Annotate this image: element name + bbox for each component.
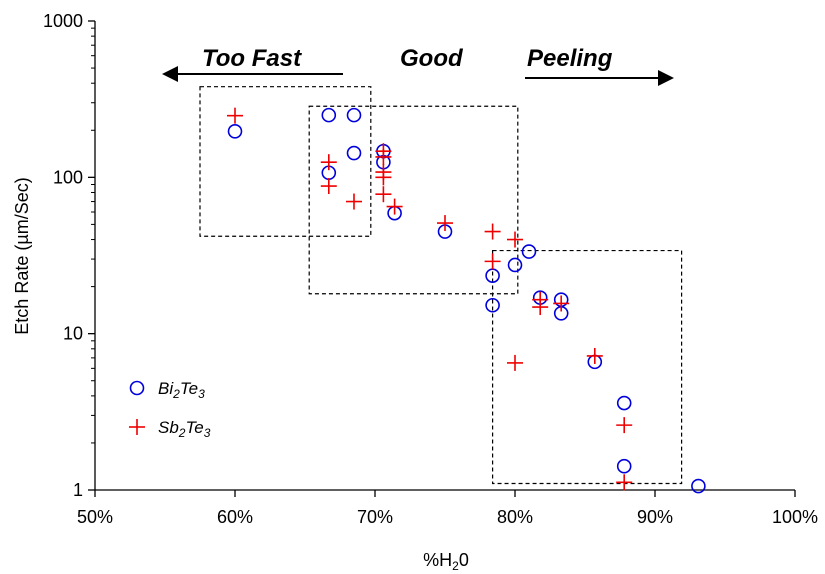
too-fast-label: Too Fast — [202, 45, 302, 72]
sb2te3-point — [437, 215, 453, 232]
sb2te3-point — [507, 231, 523, 248]
legend-sb2te3-label: Sb2Te3 — [158, 418, 211, 440]
sb2te3-point — [616, 474, 633, 491]
sb2te3-point — [507, 354, 523, 371]
sb2te3-point — [227, 107, 243, 124]
legend: Bi2Te3 Sb2Te3 — [129, 379, 211, 440]
legend-bi2te3-marker — [129, 380, 145, 396]
peeling-arrowhead-icon — [658, 70, 674, 86]
legend-bi2te3-label: Bi2Te3 — [158, 379, 205, 401]
good-label: Good — [400, 45, 464, 72]
y-tick-label: 1000 — [43, 11, 83, 31]
bi2te3-point — [691, 478, 706, 494]
x-tick-label: 60% — [217, 507, 253, 527]
sb2te3-point — [320, 154, 337, 171]
y-tick-label: 10 — [63, 324, 83, 344]
sb2te3-point — [375, 169, 392, 186]
bi2te3-point — [616, 458, 632, 474]
y-axis-title: Etch Rate (µm/Sec) — [12, 177, 32, 334]
sb2te3-point — [320, 178, 337, 195]
sb2te3-point — [586, 347, 603, 364]
x-axis-title: %H20 — [423, 550, 469, 573]
sb2te3-point — [375, 186, 392, 203]
sb2te3-point — [532, 299, 549, 316]
bi2te3-point — [321, 107, 337, 123]
sb2te3-point — [484, 253, 501, 270]
sb2te3-point — [346, 193, 362, 210]
peeling-label: Peeling — [527, 45, 613, 72]
y-tick-label: 1 — [73, 480, 83, 500]
axes: 50% 60% 70% 80% 90% 100% 1 10 100 1000 — [43, 11, 818, 527]
peeling-region — [492, 249, 683, 485]
sb2te3-point — [386, 198, 403, 215]
x-tick-label: 80% — [497, 507, 533, 527]
too-fast-arrowhead-icon — [162, 66, 178, 82]
bi2te3-point — [227, 123, 243, 139]
sb2te3-point — [484, 223, 501, 240]
bi2te3-point — [507, 257, 523, 273]
x-tick-label: 50% — [77, 507, 113, 527]
bi2te3-point — [616, 395, 632, 411]
sb2te3-point — [616, 417, 633, 434]
x-tick-label: 90% — [637, 507, 673, 527]
bi2te3-point — [346, 107, 362, 123]
too-fast-region — [199, 86, 372, 237]
data-points — [227, 107, 706, 494]
y-tick-label: 100 — [53, 167, 83, 187]
legend-sb2te3-marker — [129, 419, 145, 435]
x-tick-label: 70% — [357, 507, 393, 527]
region-boxes — [199, 86, 683, 485]
bi2te3-point — [485, 297, 500, 313]
x-tick-label: 100% — [772, 507, 818, 527]
sb2te3-point — [375, 148, 392, 165]
sb2te3-point — [553, 295, 570, 312]
bi2te3-point — [521, 244, 537, 259]
good-region — [308, 105, 519, 295]
bi2te3-point — [346, 145, 362, 161]
annotations: Too Fast Good Peeling — [162, 45, 674, 86]
